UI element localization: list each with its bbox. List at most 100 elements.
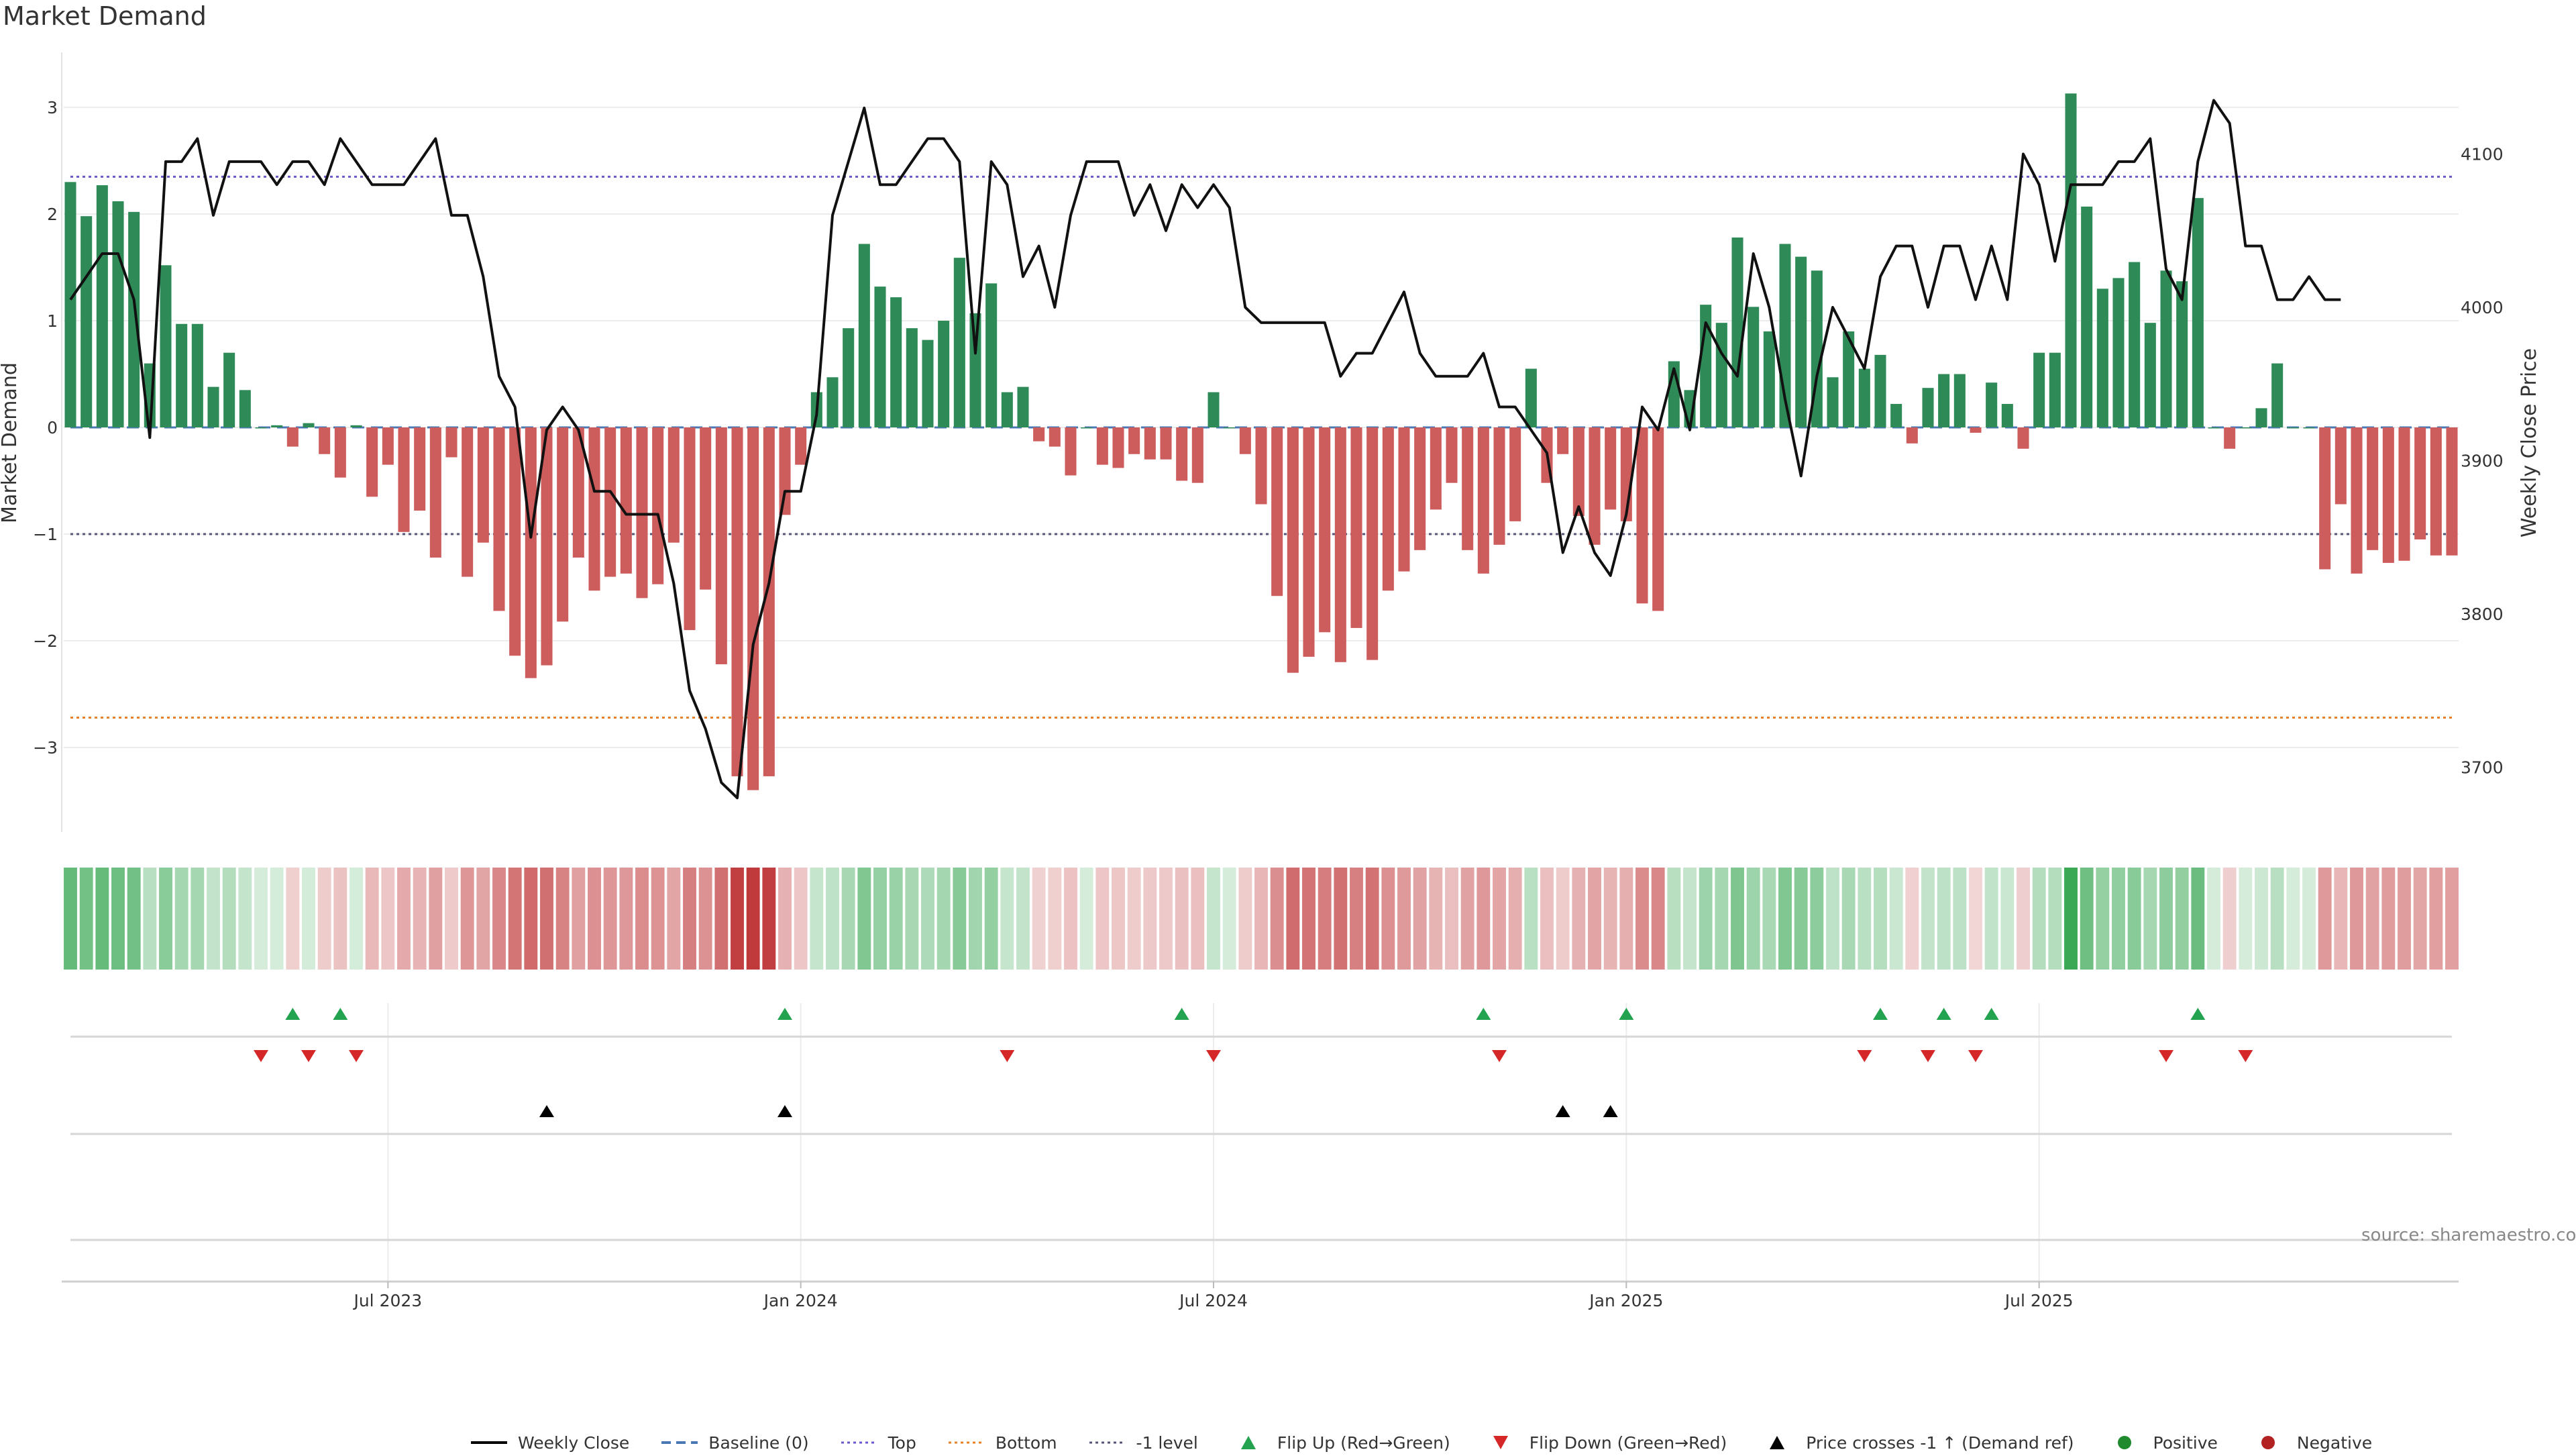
heat-cell	[508, 868, 522, 970]
heat-cell	[698, 868, 712, 970]
heat-cell	[302, 868, 315, 970]
heat-cell	[2239, 868, 2253, 970]
heat-cell	[365, 868, 379, 970]
heat-cell	[64, 868, 77, 970]
grid-layer	[64, 107, 2459, 1282]
demand-bar	[604, 427, 616, 577]
demand-bar	[96, 185, 108, 427]
demand-bar	[1224, 427, 1236, 429]
price-cross-marker	[777, 1105, 792, 1117]
heat-cell	[1508, 868, 1522, 970]
heat-cell	[2286, 868, 2300, 970]
heat-cell	[2175, 868, 2189, 970]
demand-bar	[1605, 427, 1617, 510]
heat-cell	[460, 868, 474, 970]
heat-strip	[64, 868, 2459, 970]
heat-cell	[1603, 868, 1617, 970]
demand-bar	[1017, 386, 1029, 427]
demand-bar	[191, 323, 203, 427]
heat-cell	[2096, 868, 2110, 970]
weekly-close-line	[69, 99, 2341, 800]
demand-bar	[858, 244, 870, 427]
demand-bar	[2208, 427, 2220, 429]
heat-cell	[667, 868, 681, 970]
heat-cell	[1969, 868, 1982, 970]
heat-cell	[1000, 868, 1014, 970]
heat-cell	[1048, 868, 1062, 970]
y-tick-label: 0	[47, 418, 58, 437]
heat-cell	[1746, 868, 1760, 970]
y-tick-label: 2	[47, 205, 58, 224]
demand-bar	[1065, 427, 1077, 476]
demand-bar	[1414, 427, 1426, 550]
demand-bar	[1970, 427, 1982, 433]
heat-cell	[555, 868, 570, 970]
flip-down-marker	[301, 1050, 316, 1062]
demand-bar	[1398, 427, 1410, 572]
legend-item: Flip Down (Green→Red)	[1481, 1433, 1727, 1453]
x-tick-label: Jul 2025	[2004, 1291, 2074, 1310]
flip-up-marker	[2190, 1008, 2206, 1020]
legend-item: Top	[840, 1433, 916, 1453]
heat-cell	[1905, 868, 1919, 970]
legend-swatch	[841, 1441, 877, 1444]
heat-cell	[2398, 868, 2411, 970]
demand-bar	[1874, 354, 1886, 427]
heat-cell	[445, 868, 458, 970]
legend-swatch	[1089, 1441, 1126, 1444]
demand-bar	[2319, 427, 2331, 570]
heat-cell	[778, 868, 792, 970]
demand-bar	[319, 427, 331, 454]
flip-down-marker	[254, 1050, 268, 1062]
heat-cell	[1191, 868, 1205, 970]
demand-bar	[826, 377, 839, 427]
heat-cell	[1429, 868, 1443, 970]
legend-swatch	[2261, 1436, 2275, 1449]
demand-bar	[303, 423, 315, 427]
demand-bar	[1589, 427, 1601, 545]
demand-bar	[890, 297, 902, 427]
heat-cell	[889, 868, 903, 970]
demand-bar	[1636, 427, 1648, 604]
heat-cell	[1540, 868, 1554, 970]
demand-bar	[2255, 408, 2267, 427]
demand-bar	[509, 427, 521, 656]
y-tick-label: −3	[33, 738, 58, 758]
demand-bar	[953, 258, 965, 427]
y-tick-label: −2	[33, 631, 58, 651]
axes: 3 2 1 0 −1 −2 −3 4100 4000 3900 3800 3700 Jul 2023 Ja…	[0, 52, 2541, 1310]
heat-cell	[79, 868, 93, 970]
heat-cell	[222, 868, 236, 970]
heat-cell	[1143, 868, 1157, 970]
heat-cell	[841, 868, 855, 970]
demand-bar	[255, 427, 267, 429]
demand-bar	[1366, 427, 1379, 660]
legend-label: Bottom	[995, 1433, 1057, 1453]
flip-down-marker	[1921, 1050, 1935, 1062]
demand-bar	[429, 427, 441, 558]
heat-cell	[2334, 868, 2348, 970]
flip-down-marker	[1000, 1050, 1015, 1062]
heat-cell	[1984, 868, 1998, 970]
demand-bar	[2351, 427, 2363, 574]
legend-item: Baseline (0)	[660, 1433, 809, 1453]
demand-bar	[715, 427, 727, 664]
heat-cell	[1715, 868, 1729, 970]
demand-bar	[1255, 427, 1267, 505]
x-tick-label: Jan 2025	[1588, 1291, 1663, 1310]
demand-bar	[588, 427, 600, 591]
heat-cell	[207, 868, 220, 970]
heat-cell	[1921, 868, 1935, 970]
heat-cell	[2429, 868, 2443, 970]
demand-bar	[1843, 331, 1855, 427]
heat-cell	[95, 868, 109, 970]
heat-cell	[317, 868, 331, 970]
demand-bar	[2430, 427, 2442, 556]
legend-label: Negative	[2296, 1433, 2373, 1453]
heat-cell	[1381, 868, 1395, 970]
heat-cell	[810, 868, 824, 970]
heat-cell	[1032, 868, 1046, 970]
heat-cell	[286, 868, 300, 970]
heat-cell	[1937, 868, 1951, 970]
heat-cell	[905, 868, 919, 970]
